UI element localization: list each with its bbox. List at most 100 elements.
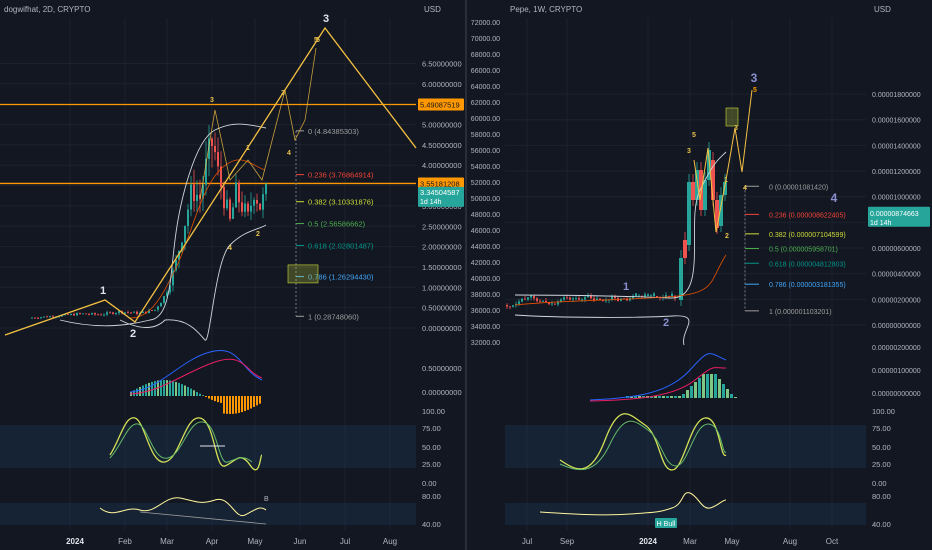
candle-body[interactable] bbox=[590, 296, 592, 299]
candle-body[interactable] bbox=[548, 301, 550, 305]
candle-body[interactable] bbox=[614, 296, 616, 299]
candle-body[interactable] bbox=[599, 298, 601, 301]
candle-body[interactable] bbox=[61, 315, 63, 317]
candle-body[interactable] bbox=[109, 312, 111, 314]
candle-body[interactable] bbox=[687, 182, 691, 245]
candle-body[interactable] bbox=[145, 311, 147, 314]
candle-body[interactable] bbox=[679, 258, 683, 300]
candle-body[interactable] bbox=[244, 203, 246, 212]
candle-body[interactable] bbox=[506, 305, 508, 307]
candle-body[interactable] bbox=[719, 195, 723, 226]
candle-body[interactable] bbox=[596, 298, 598, 301]
candle-body[interactable] bbox=[602, 300, 604, 302]
candle-body[interactable] bbox=[208, 138, 210, 159]
candle-body[interactable] bbox=[85, 313, 87, 315]
candle-body[interactable] bbox=[214, 146, 216, 153]
candle-body[interactable] bbox=[58, 316, 60, 318]
candle-body[interactable] bbox=[644, 294, 646, 297]
candle-body[interactable] bbox=[103, 314, 105, 316]
candle-body[interactable] bbox=[542, 300, 544, 302]
candle-body[interactable] bbox=[187, 209, 189, 226]
candle-body[interactable] bbox=[136, 311, 138, 315]
candle-body[interactable] bbox=[256, 199, 258, 204]
candle-body[interactable] bbox=[695, 170, 699, 200]
candle-body[interactable] bbox=[193, 184, 195, 201]
candle-body[interactable] bbox=[626, 298, 628, 301]
candle-body[interactable] bbox=[563, 297, 565, 300]
candle-body[interactable] bbox=[133, 311, 135, 313]
candle-body[interactable] bbox=[235, 182, 237, 208]
candle-body[interactable] bbox=[196, 194, 198, 201]
candle-body[interactable] bbox=[223, 186, 225, 209]
candle-body[interactable] bbox=[262, 194, 264, 210]
candle-body[interactable] bbox=[647, 294, 649, 296]
candle-body[interactable] bbox=[512, 305, 514, 307]
candle-body[interactable] bbox=[31, 317, 33, 319]
candle-body[interactable] bbox=[671, 293, 673, 297]
candle-body[interactable] bbox=[46, 316, 48, 318]
candle-body[interactable] bbox=[259, 203, 261, 210]
candle-body[interactable] bbox=[635, 293, 637, 296]
elliott-wave-main[interactable] bbox=[4, 26, 417, 336]
pepe-chart[interactable]: Pepe, 1W, CRYPTO USD 72000.00 70000.00 68000… bbox=[471, 5, 930, 546]
candle-body[interactable] bbox=[157, 306, 159, 310]
candle-body[interactable] bbox=[151, 310, 153, 311]
candle-body[interactable] bbox=[226, 199, 228, 209]
candle-body[interactable] bbox=[653, 293, 655, 296]
candle-body[interactable] bbox=[632, 295, 634, 299]
candle-body[interactable] bbox=[593, 298, 595, 301]
elliott-wave-sub[interactable] bbox=[693, 89, 753, 233]
candle-body[interactable] bbox=[533, 296, 535, 299]
candle-body[interactable] bbox=[572, 298, 574, 300]
candle-body[interactable] bbox=[723, 182, 727, 195]
candle-body[interactable] bbox=[91, 313, 93, 315]
candle-body[interactable] bbox=[76, 313, 78, 316]
candle-body[interactable] bbox=[509, 306, 511, 308]
dogwifhat-chart[interactable]: dogwifhat, 2D, CRYPTO USD 6.50000000 6.0000… bbox=[0, 0, 467, 550]
candle-body[interactable] bbox=[699, 170, 703, 210]
candle-body[interactable] bbox=[49, 316, 51, 318]
candle-body[interactable] bbox=[715, 200, 719, 228]
candle-body[interactable] bbox=[175, 259, 177, 271]
candle-body[interactable] bbox=[178, 251, 180, 260]
candle-body[interactable] bbox=[130, 312, 132, 314]
candle-body[interactable] bbox=[160, 302, 162, 307]
candle-body[interactable] bbox=[79, 313, 81, 314]
candle-body[interactable] bbox=[247, 203, 249, 212]
candle-body[interactable] bbox=[691, 182, 695, 200]
candle-body[interactable] bbox=[575, 298, 577, 299]
candle-body[interactable] bbox=[199, 194, 201, 199]
candle-body[interactable] bbox=[184, 225, 186, 243]
candle-body[interactable] bbox=[94, 313, 96, 315]
candle-body[interactable] bbox=[581, 299, 583, 301]
candle-body[interactable] bbox=[40, 317, 42, 319]
candle-body[interactable] bbox=[166, 292, 168, 297]
candle-body[interactable] bbox=[566, 297, 568, 299]
candle-body[interactable] bbox=[238, 182, 240, 203]
candle-body[interactable] bbox=[265, 184, 267, 195]
candle-body[interactable] bbox=[674, 296, 676, 299]
candle-body[interactable] bbox=[34, 317, 36, 319]
candle-body[interactable] bbox=[163, 296, 165, 303]
candle-body[interactable] bbox=[584, 297, 586, 300]
candle-body[interactable] bbox=[518, 301, 520, 304]
candle-body[interactable] bbox=[707, 150, 711, 180]
candle-body[interactable] bbox=[181, 242, 183, 252]
candle-body[interactable] bbox=[37, 317, 39, 319]
candle-body[interactable] bbox=[605, 300, 607, 302]
target-zone-box[interactable] bbox=[725, 107, 739, 127]
candle-body[interactable] bbox=[82, 313, 84, 315]
candle-body[interactable] bbox=[539, 300, 541, 302]
candle-body[interactable] bbox=[638, 295, 640, 297]
candle-body[interactable] bbox=[211, 138, 213, 147]
candle-body[interactable] bbox=[73, 314, 75, 316]
target-zone-box[interactable] bbox=[287, 264, 319, 284]
candle-body[interactable] bbox=[703, 180, 707, 210]
candle-body[interactable] bbox=[148, 310, 150, 314]
candle-body[interactable] bbox=[220, 166, 222, 187]
candle-body[interactable] bbox=[100, 314, 102, 316]
candle-body[interactable] bbox=[52, 316, 54, 318]
candle-body[interactable] bbox=[656, 296, 658, 298]
candle-body[interactable] bbox=[545, 300, 547, 302]
candle-body[interactable] bbox=[97, 314, 99, 316]
